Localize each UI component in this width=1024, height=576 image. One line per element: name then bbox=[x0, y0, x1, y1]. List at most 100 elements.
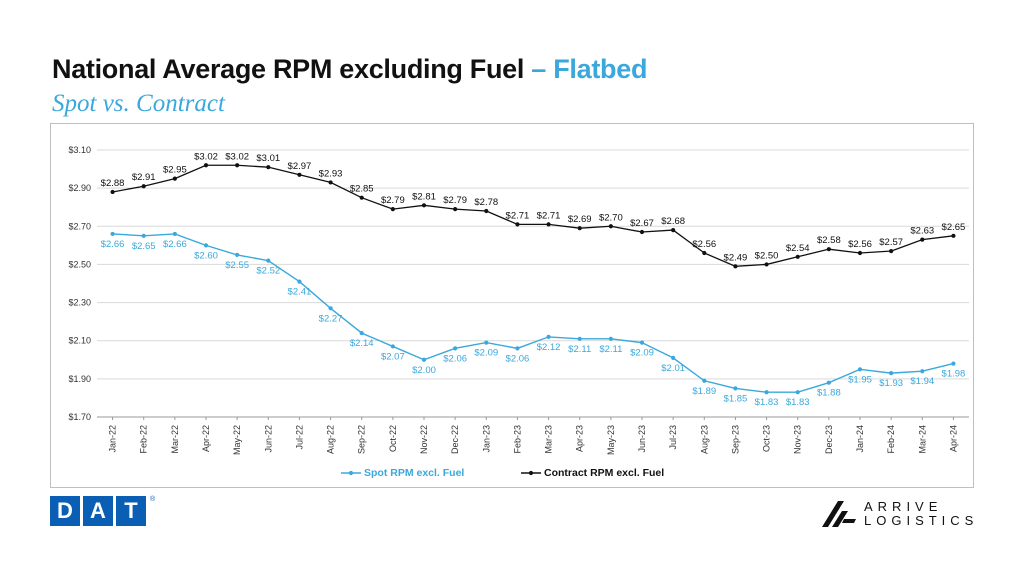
spot-point bbox=[857, 367, 863, 372]
spot-point bbox=[639, 340, 645, 345]
contract-data-label: $3.01 bbox=[256, 153, 280, 164]
title-main: National Average RPM excluding Fuel bbox=[52, 54, 525, 84]
contract-point bbox=[141, 184, 146, 189]
spot-series-line bbox=[112, 233, 954, 393]
contract-data-label: $2.56 bbox=[848, 239, 872, 250]
contract-point bbox=[328, 180, 333, 185]
contract-point bbox=[639, 229, 645, 235]
contract-data-label: $2.63 bbox=[910, 226, 934, 237]
x-tick-label: Sep-23 bbox=[730, 425, 740, 454]
contract-series-line bbox=[112, 164, 954, 267]
spot-data-label: $2.66 bbox=[101, 239, 125, 250]
y-tick-label: $2.30 bbox=[68, 298, 91, 308]
spot-point bbox=[826, 380, 831, 385]
x-tick-label: Aug-23 bbox=[699, 425, 709, 454]
contract-data-label: $2.54 bbox=[786, 243, 810, 254]
contract-data-label: $2.49 bbox=[724, 252, 748, 263]
chart-frame: $1.70 $1.90 $2.10 $2.30 $2.50 $2.70 $2.90 $3.10… bbox=[50, 123, 974, 488]
x-tick-label: Jun-23 bbox=[637, 425, 647, 453]
contract-data-label: $2.88 bbox=[101, 178, 125, 189]
spot-point bbox=[577, 336, 582, 341]
x-tick-label: Nov-22 bbox=[419, 425, 429, 454]
spot-data-label: $2.52 bbox=[256, 266, 280, 277]
contract-point bbox=[421, 203, 427, 208]
spot-data-label: $2.55 bbox=[225, 260, 249, 271]
spot-data-label: $1.93 bbox=[879, 378, 903, 389]
spot-point bbox=[141, 233, 146, 238]
x-tick-label: Apr-22 bbox=[201, 425, 211, 452]
spot-point bbox=[671, 355, 676, 360]
spot-data-label: $2.66 bbox=[163, 239, 187, 250]
arrive-logo-icon bbox=[822, 501, 856, 527]
x-tick-label: May-23 bbox=[606, 425, 616, 455]
spot-point bbox=[421, 357, 427, 362]
spot-point bbox=[390, 344, 395, 349]
contract-data-label: $2.57 bbox=[879, 237, 903, 248]
spot-point bbox=[203, 243, 209, 248]
contract-point bbox=[826, 247, 831, 252]
x-tick-label: Apr-23 bbox=[575, 425, 585, 452]
contract-point bbox=[484, 208, 489, 214]
contract-point bbox=[172, 176, 177, 181]
spot-data-label: $2.65 bbox=[132, 241, 156, 252]
x-tick-label: Jan-24 bbox=[855, 425, 865, 453]
dat-letter-a: A bbox=[83, 496, 113, 526]
contract-point bbox=[857, 250, 863, 256]
y-tick-label: $3.10 bbox=[68, 145, 91, 155]
spot-point bbox=[733, 386, 738, 391]
contract-data-label: $2.93 bbox=[319, 168, 343, 179]
contract-point bbox=[733, 264, 738, 269]
spot-data-label: $2.11 bbox=[599, 344, 622, 355]
x-tick-label: Jan-22 bbox=[108, 425, 118, 453]
x-tick-label: Apr-24 bbox=[948, 425, 958, 452]
arrive-logistics-logo: ARRIVE LOGISTICS bbox=[822, 500, 978, 528]
logistics-word: LOGISTICS bbox=[864, 513, 979, 528]
contract-data-label: $2.79 bbox=[381, 195, 405, 206]
contract-point bbox=[608, 224, 613, 229]
x-tick-label: Dec-22 bbox=[450, 425, 460, 454]
contract-data-label: $3.02 bbox=[194, 151, 218, 162]
y-tick-label: $2.50 bbox=[68, 259, 91, 269]
contract-data-label: $2.91 bbox=[132, 172, 156, 183]
contract-data-label: $3.02 bbox=[225, 151, 249, 162]
spot-data-label: $1.89 bbox=[692, 386, 716, 397]
x-tick-label: Nov-23 bbox=[793, 425, 803, 454]
x-tick-label: Dec-23 bbox=[824, 425, 834, 454]
contract-point bbox=[110, 189, 115, 195]
x-tick-label: May-22 bbox=[232, 425, 242, 455]
x-tick-label: Mar-22 bbox=[170, 425, 180, 454]
contract-data-label: $2.85 bbox=[350, 184, 374, 195]
y-tick-label: $1.70 bbox=[68, 412, 91, 422]
x-tick-label: Jul-23 bbox=[668, 425, 678, 450]
x-tick-label: Jul-22 bbox=[294, 425, 304, 450]
spot-point bbox=[266, 258, 271, 263]
spot-data-label: $2.11 bbox=[568, 344, 591, 355]
spot-data-label: $1.94 bbox=[910, 376, 934, 387]
contract-data-label: $2.69 bbox=[568, 214, 592, 225]
x-tick-label: Mar-23 bbox=[544, 425, 554, 454]
x-tick-label: Mar-24 bbox=[917, 425, 927, 454]
contract-data-label: $2.68 bbox=[661, 216, 685, 227]
spot-data-label: $2.14 bbox=[350, 338, 374, 349]
legend-contract-marker bbox=[528, 470, 534, 476]
x-tick-label: Jun-22 bbox=[263, 425, 273, 453]
chart-title: National Average RPM excluding Fuel – Fl… bbox=[52, 54, 647, 85]
contract-point bbox=[515, 222, 520, 227]
dat-logo: D A T ® bbox=[50, 496, 155, 526]
x-tick-label: Aug-22 bbox=[326, 425, 336, 454]
legend-spot-label: Spot RPM excl. Fuel bbox=[364, 467, 464, 479]
spot-point bbox=[484, 340, 489, 345]
title-accent: Flatbed bbox=[553, 54, 648, 84]
spot-data-label: $2.00 bbox=[412, 365, 436, 376]
contract-point bbox=[577, 226, 582, 231]
y-tick-label: $2.90 bbox=[68, 183, 91, 193]
contract-point bbox=[546, 222, 551, 227]
spot-point bbox=[764, 390, 769, 395]
contract-point bbox=[453, 207, 458, 212]
arrive-word: ARRIVE bbox=[864, 499, 943, 514]
y-tick-label: $2.70 bbox=[68, 221, 91, 231]
contract-point bbox=[795, 254, 800, 259]
contract-point bbox=[920, 237, 925, 242]
spot-point bbox=[328, 306, 333, 311]
spot-data-label: $1.83 bbox=[786, 397, 810, 408]
